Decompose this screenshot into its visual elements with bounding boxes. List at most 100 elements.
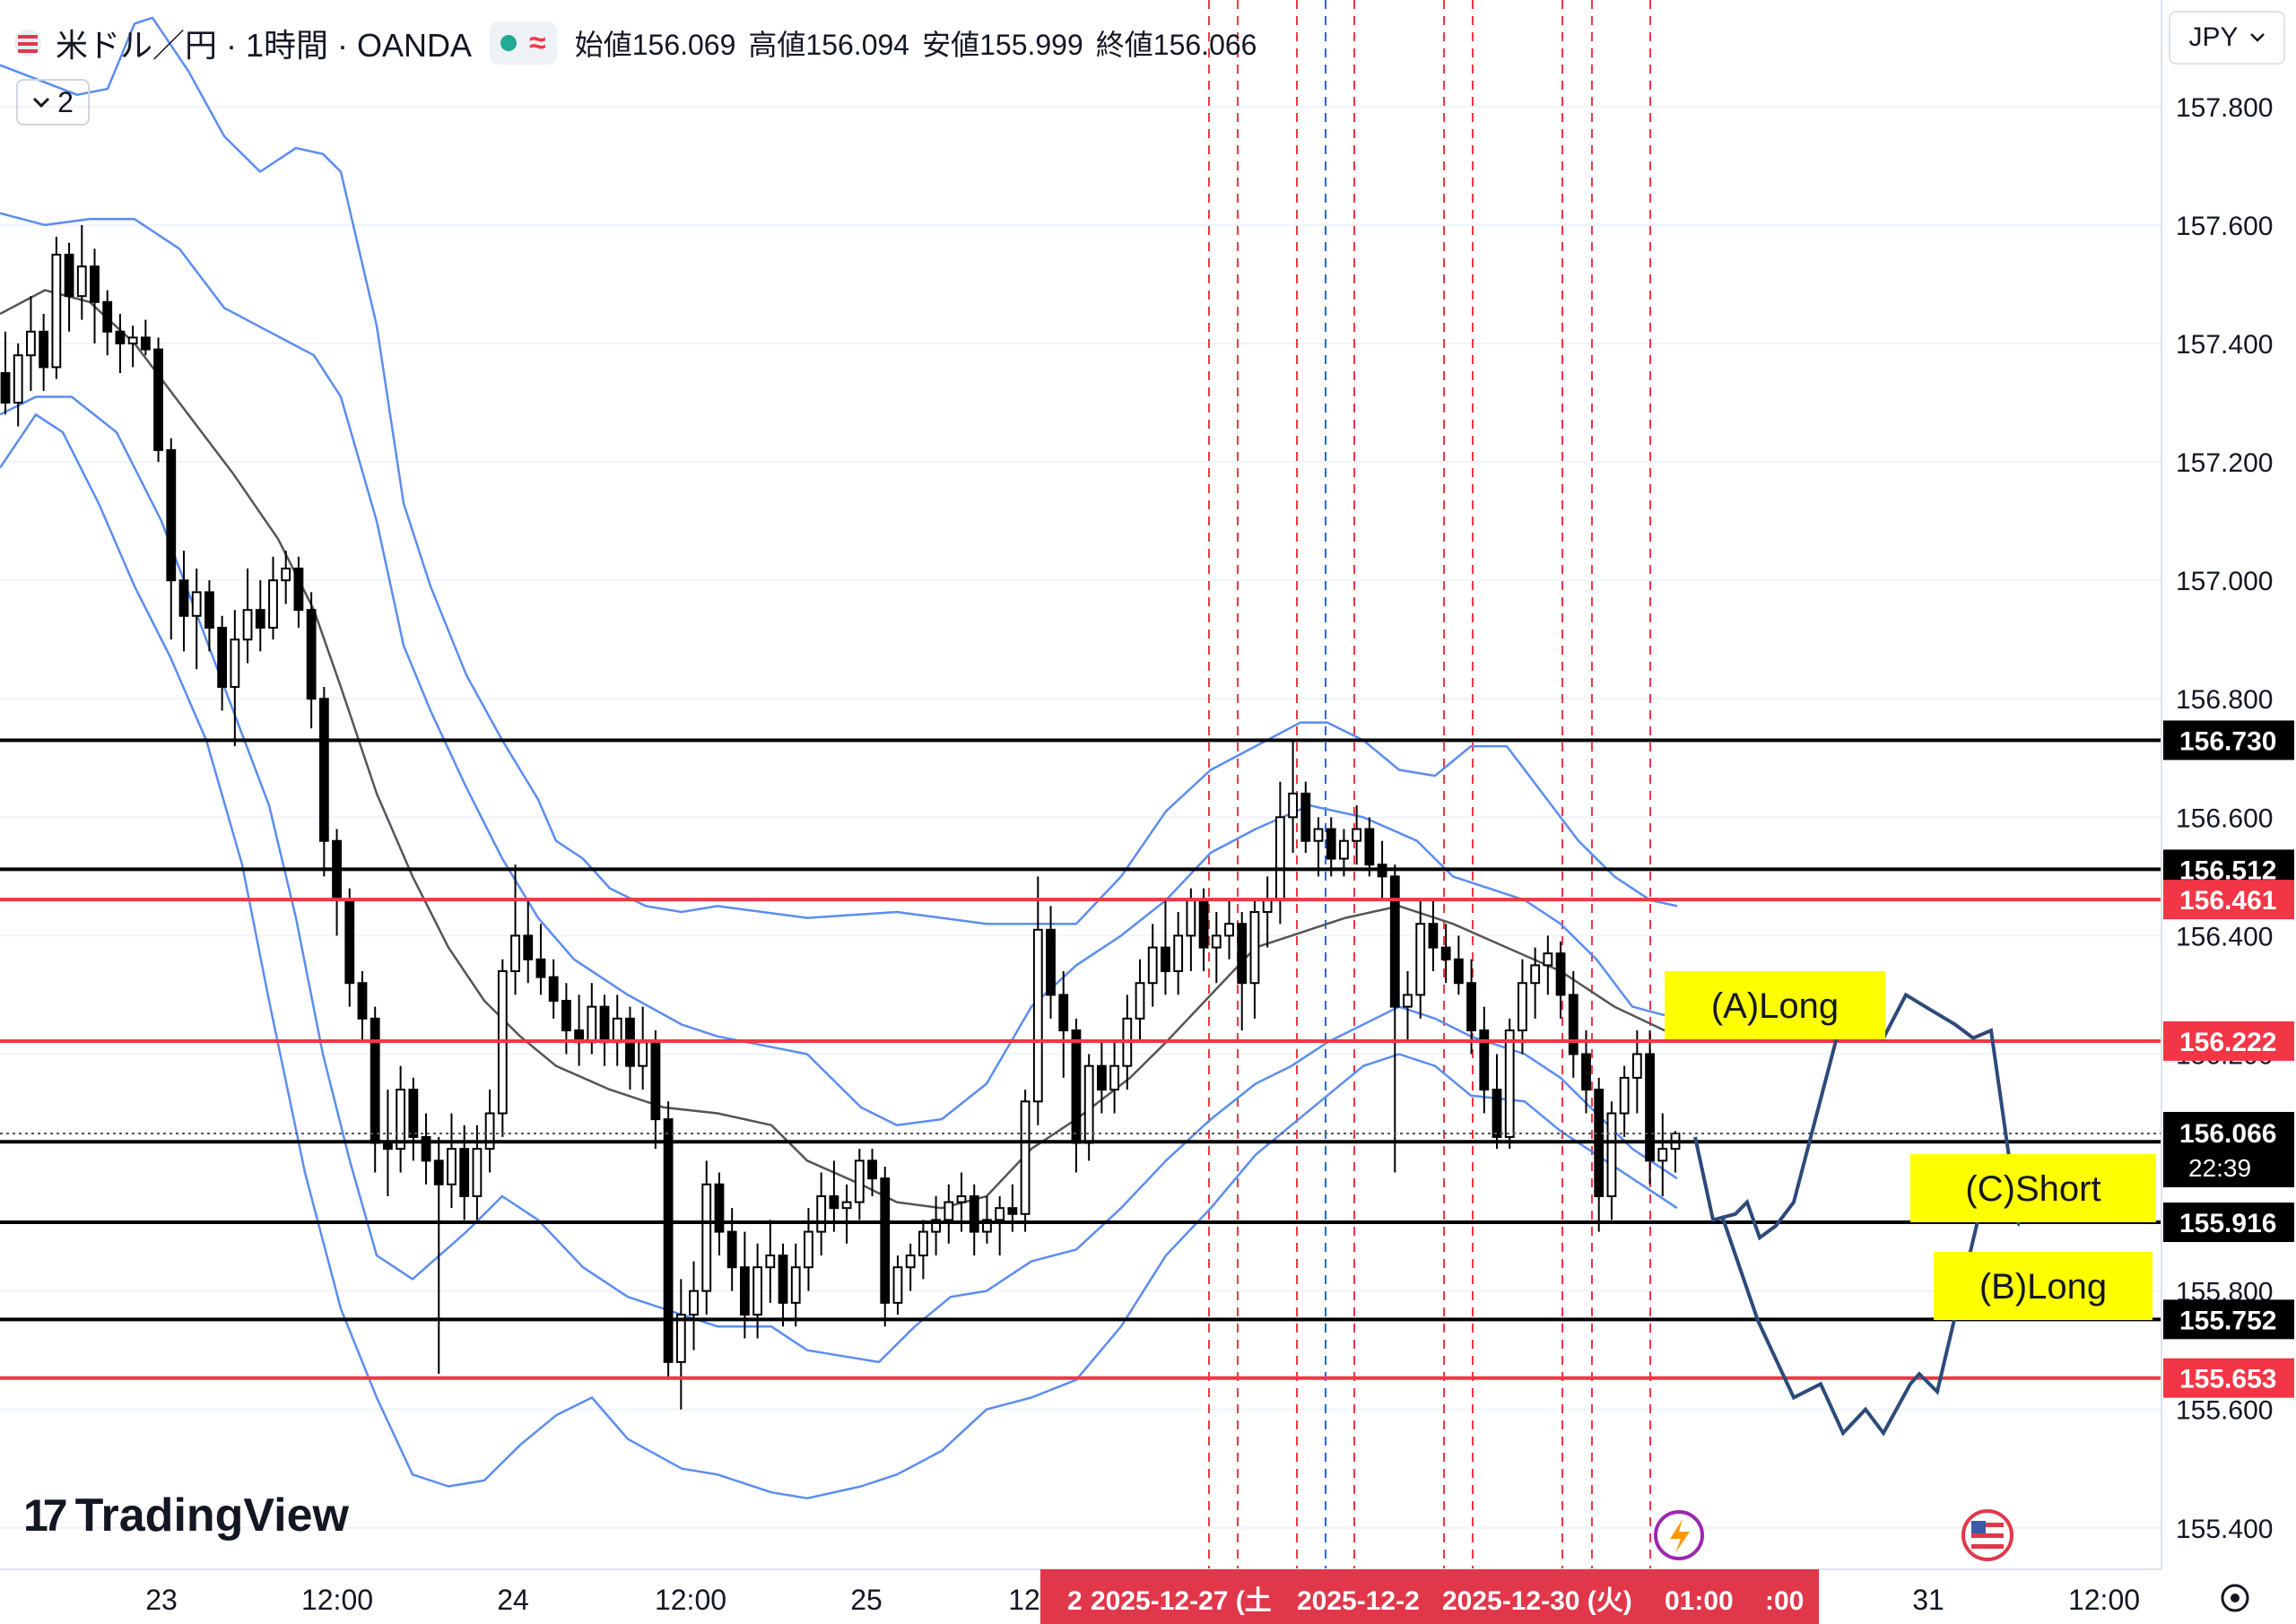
- wave-icon: ≈: [529, 25, 546, 60]
- level-price-text: 155.752: [2179, 1306, 2276, 1335]
- candle-body: [1211, 934, 1222, 949]
- crosshair-label: 2025-12-27 (土: [1091, 1586, 1272, 1616]
- indicators-collapse-button[interactable]: 2: [16, 79, 90, 126]
- candle-body: [166, 448, 177, 582]
- currency-selector[interactable]: JPY: [2169, 11, 2285, 65]
- candle-body: [255, 609, 265, 629]
- candle: [892, 1255, 903, 1316]
- candle-body: [1032, 928, 1043, 1103]
- candle-body: [1466, 982, 1476, 1032]
- candle-body: [726, 1230, 737, 1269]
- candle-body: [995, 1207, 1005, 1221]
- candle: [1237, 911, 1248, 1031]
- candle-body: [1058, 994, 1069, 1032]
- candle-body: [383, 1142, 393, 1151]
- candle: [918, 1220, 928, 1280]
- price-tick-label: 157.200: [2176, 448, 2273, 478]
- scenario-label: (C)Short: [1965, 1169, 2100, 1209]
- candle-body: [905, 1255, 916, 1269]
- candle-body: [548, 976, 559, 1003]
- symbol-title[interactable]: 米ドル／円 · 1時間 · OANDA: [56, 27, 473, 64]
- ohlc-low: 安値155.999: [922, 22, 1083, 64]
- candle-body: [675, 1314, 686, 1363]
- candle: [1058, 971, 1069, 1078]
- candle-body: [281, 567, 291, 582]
- horizontal-levels[interactable]: [0, 738, 2161, 1380]
- level-price-tag: [2163, 1020, 2294, 1061]
- candle-body: [1645, 1053, 1655, 1162]
- time-axis[interactable]: 23 12:00 24 12:00 25 12 31 12:00 2 2025-12-27 (土 2…: [0, 1509, 2296, 1624]
- open-label: 始値: [574, 29, 632, 61]
- candle-body: [867, 1159, 877, 1180]
- price-axis[interactable]: 157.800 157.600 157.400 157.200 157.000 156.8…: [2161, 0, 2296, 1569]
- candle-body: [230, 638, 240, 689]
- candle-body: [217, 627, 228, 689]
- candle-body: [663, 1118, 674, 1363]
- ohlc-open: 始値156.069: [575, 22, 736, 64]
- last-price-text: 156.066: [2179, 1119, 2276, 1149]
- candle: [268, 556, 278, 640]
- candle: [51, 237, 62, 379]
- candle-body: [816, 1194, 827, 1233]
- ohlc-high: 高値156.094: [748, 22, 909, 64]
- candle: [1032, 876, 1043, 1125]
- candle-body: [1543, 952, 1553, 967]
- candle-body: [1198, 899, 1209, 949]
- price-tick-label: 157.800: [2176, 93, 2273, 123]
- candle-body: [829, 1194, 839, 1210]
- level-price-text: 155.916: [2179, 1209, 2276, 1238]
- price-tick-label: 156.400: [2176, 922, 2273, 951]
- candle-body: [421, 1135, 431, 1162]
- low-value: 155.999: [979, 29, 1083, 61]
- crosshair-strip: [1040, 1569, 1819, 1624]
- candle-body: [1249, 910, 1260, 985]
- candle: [115, 314, 126, 374]
- scenario-drawings[interactable]: (A)Long (B)Long (C)Short: [1665, 971, 2156, 1437]
- candle: [714, 1172, 725, 1255]
- level-price-text: 156.222: [2179, 1028, 2276, 1057]
- candle: [127, 326, 138, 368]
- candle-body: [982, 1219, 992, 1233]
- candle-body: [459, 1148, 470, 1197]
- candle: [1530, 947, 1541, 1019]
- candle-body: [956, 1194, 967, 1203]
- candle: [1288, 740, 1298, 853]
- candle-body: [76, 265, 87, 298]
- candle-body: [447, 1148, 457, 1185]
- candle-body: [599, 1005, 610, 1044]
- candle-body: [689, 1290, 699, 1316]
- price-tick-label: 157.400: [2176, 330, 2273, 360]
- chevron-down-icon: [2249, 33, 2265, 42]
- candle: [1492, 1054, 1502, 1150]
- candle: [1631, 1030, 1642, 1114]
- gear-ring: [2221, 1584, 2249, 1612]
- candle-body: [739, 1266, 750, 1316]
- level-price-tag: [2163, 880, 2294, 920]
- candle: [905, 1243, 916, 1291]
- candle: [778, 1243, 788, 1327]
- candle-body: [191, 591, 202, 617]
- candle-body: [1403, 994, 1413, 1008]
- level-price-tag: [2163, 720, 2294, 760]
- candle-body: [918, 1230, 928, 1257]
- candle: [1645, 1030, 1655, 1185]
- time-tick-label: 12: [1008, 1584, 1040, 1616]
- candle: [1173, 911, 1184, 995]
- candle-body: [26, 330, 36, 357]
- last-price-tag: [2163, 1111, 2294, 1187]
- candle-body: [408, 1089, 419, 1138]
- market-status[interactable]: ≈: [490, 22, 557, 65]
- candle: [166, 438, 177, 640]
- candle: [829, 1160, 839, 1232]
- candle-body: [587, 1005, 597, 1044]
- candle-body: [1453, 958, 1464, 985]
- candle: [204, 580, 214, 652]
- candle: [293, 556, 304, 628]
- candle-body: [0, 372, 11, 404]
- candle-body: [1224, 923, 1234, 937]
- gear-icon[interactable]: [2221, 1584, 2249, 1612]
- candle-body: [638, 1041, 648, 1067]
- candle: [255, 580, 265, 652]
- candle-body: [1530, 964, 1541, 985]
